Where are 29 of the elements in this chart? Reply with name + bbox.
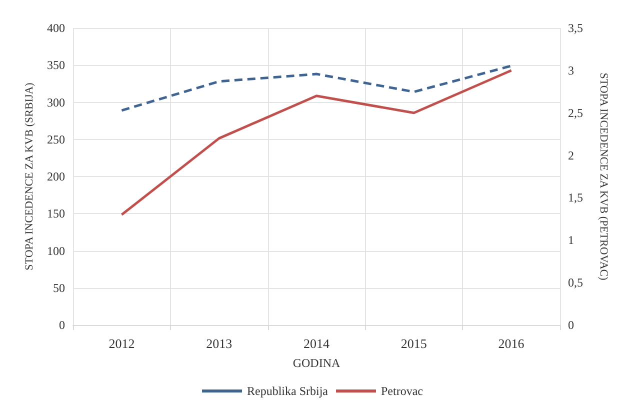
y2-tick-label: 0,5 — [568, 276, 583, 290]
y-tick-label: 300 — [47, 95, 65, 110]
y-tick-label: 200 — [47, 170, 65, 184]
y2-tick-label: 0 — [568, 318, 574, 332]
x-tick-label: 2014 — [304, 336, 330, 351]
y2-tick-label: 1 — [568, 233, 574, 248]
y-tick-label: 0 — [59, 318, 65, 332]
legend-label: Petrovac — [381, 384, 423, 398]
x-tick-label: 2015 — [400, 336, 427, 351]
y-tick-label: 150 — [47, 206, 65, 221]
y-tick-label: 250 — [47, 132, 65, 146]
x-tick-label: 2012 — [108, 336, 135, 351]
y2-tick-label: 2,5 — [568, 106, 583, 120]
y2-tick-label: 3,5 — [568, 21, 583, 35]
y2-tick-label: 1,5 — [568, 190, 583, 205]
legend-label: Republika Srbija — [247, 384, 329, 398]
y-tick-label: 100 — [47, 244, 65, 258]
x-tick-label: 2016 — [498, 336, 525, 351]
y-tick-label: 400 — [47, 21, 65, 35]
y2-tick-label: 3 — [568, 63, 574, 78]
y-tick-label: 50 — [53, 280, 65, 295]
y-axis-title: STOPA INCEDENCE ZA KVB (SRBIJA) — [24, 82, 36, 270]
y2-tick-label: 2 — [568, 148, 574, 162]
y-tick-label: 350 — [47, 58, 65, 72]
x-axis-title: GODINA — [292, 356, 340, 370]
line-series — [120, 69, 513, 216]
y2-axis-title: STOPA INCEDENCE ZA KVB (PETROVAC) — [598, 72, 610, 281]
x-tick-label: 2013 — [206, 336, 232, 351]
line-series — [120, 64, 513, 112]
